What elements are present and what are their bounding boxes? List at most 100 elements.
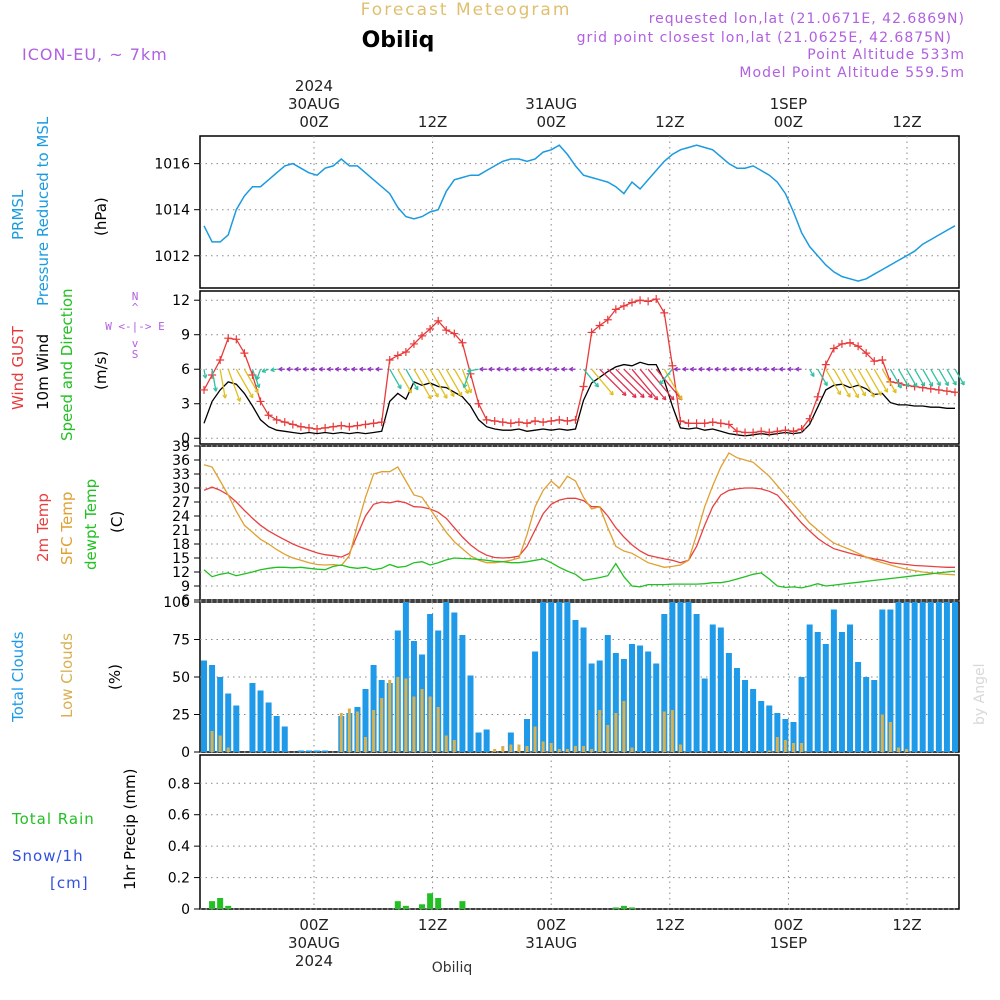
- precip-ytick-label: 0.8: [168, 776, 190, 792]
- low-clouds-bar: [428, 696, 432, 752]
- wind-arrow-head: [443, 394, 448, 399]
- temperature-ytick-label: 24: [172, 509, 190, 525]
- total-clouds-bar: [435, 630, 442, 752]
- gust-marker: [426, 324, 435, 333]
- wind-direction-arrow: [639, 368, 667, 401]
- gust-marker: [200, 385, 208, 394]
- wind-arrow-head: [944, 381, 949, 387]
- gust-marker: [264, 411, 273, 420]
- wind-arrow-head: [334, 366, 340, 372]
- low-clouds-bar: [364, 737, 368, 752]
- top-time-label: 12Z: [655, 113, 684, 131]
- total-clouds-bar: [233, 705, 240, 752]
- wind-arrow-head: [450, 392, 455, 398]
- wind-direction-arrow: [841, 368, 859, 399]
- wind-ytick-label: 12: [172, 293, 190, 309]
- temperature-ytick-label: 30: [172, 481, 190, 497]
- sfc-temp-series-line: [203, 452, 956, 576]
- temperature-ytick-label: 6: [181, 593, 190, 609]
- low-clouds-bar: [670, 710, 674, 752]
- total-clouds-bar: [427, 614, 434, 752]
- total-clouds-bar: [725, 653, 732, 752]
- wind-arrow-head: [467, 388, 473, 394]
- low-clouds-bar: [355, 711, 359, 752]
- gust-marker: [531, 416, 540, 425]
- gust-marker: [595, 321, 604, 330]
- total-clouds-bar: [847, 624, 854, 752]
- wind-direction-arrow: [211, 369, 217, 392]
- rain-bar: [620, 905, 627, 909]
- temperature-frame: [199, 445, 960, 601]
- wind-direction-arrow: [889, 368, 902, 389]
- wind-arrow-head: [883, 388, 889, 393]
- low-clouds-bar: [452, 740, 456, 752]
- wind-ytick-label: 0: [181, 431, 190, 447]
- pressure-ytick-label: 1012: [154, 249, 190, 265]
- total-clouds-bar: [507, 732, 514, 752]
- temperature-ytick-label: 12: [172, 565, 190, 581]
- low-clouds-bar: [791, 743, 795, 752]
- wind-direction-arrow: [663, 368, 683, 400]
- gust-marker: [571, 415, 580, 424]
- gust-marker: [539, 418, 548, 427]
- gust-marker: [506, 419, 515, 428]
- total-clouds-bar: [370, 665, 377, 752]
- total-clouds-bar: [305, 750, 312, 752]
- pressure-label-long: Pressure Reduced to MSL: [34, 116, 52, 306]
- gust-marker: [700, 419, 709, 428]
- wind-arrow-head: [904, 382, 910, 388]
- gust-marker: [813, 392, 822, 401]
- clouds-panel: 0 25 50 75 100: [163, 595, 960, 761]
- wind-direction-arrow: [405, 368, 419, 391]
- wind-direction-label: Speed and Direction: [58, 288, 76, 441]
- total-clouds-bar: [782, 719, 789, 752]
- total-clouds-bar: [637, 645, 644, 752]
- pressure-series-line: [203, 144, 956, 282]
- compass-we: W <-|-> E: [105, 320, 165, 333]
- wind-direction-arrow: [413, 368, 432, 400]
- wind-arrow-head: [255, 375, 261, 381]
- temperature-ytick-label: 15: [172, 551, 190, 567]
- wind-arrow-head: [434, 393, 439, 398]
- wind-direction-arrow: [437, 368, 455, 397]
- gust-marker: [741, 428, 750, 437]
- total-clouds-bar: [814, 632, 821, 752]
- top-time-label: 00Z: [774, 113, 803, 131]
- wind-arrow-head: [787, 366, 792, 372]
- wind-direction-arrow: [857, 368, 875, 398]
- wind-direction-arrow: [445, 368, 463, 397]
- wind-direction-arrow: [954, 368, 965, 386]
- rain-bar: [419, 904, 426, 909]
- gust-marker: [668, 361, 677, 370]
- wind-arrow-head: [714, 366, 719, 372]
- wind-arrow-head: [771, 366, 776, 372]
- wind-arrow-head: [730, 366, 735, 372]
- total-clouds-bar: [806, 624, 813, 752]
- wind-arrow-head: [682, 366, 687, 372]
- wind-direction-arrow: [655, 368, 683, 401]
- low-clouds-bar: [606, 725, 610, 752]
- snow-unit: [cm]: [50, 874, 89, 892]
- wind-arrow-head: [270, 367, 275, 373]
- low-clouds-bar: [767, 750, 771, 752]
- wind-direction-arrow: [421, 368, 439, 398]
- rain-bar: [459, 901, 466, 909]
- wind-direction-arrow: [583, 368, 599, 388]
- wind-arrow-head: [897, 384, 902, 389]
- wind-arrow-head: [427, 394, 432, 400]
- gust-marker: [216, 356, 225, 365]
- wind-arrow-head: [920, 382, 926, 387]
- total-clouds-bar: [297, 750, 304, 752]
- total-clouds-bar: [863, 677, 870, 752]
- wind-arrow-head: [367, 366, 372, 372]
- precip-ytick-label: 0.6: [168, 808, 190, 824]
- panels: 1012101410160369126912151821242730333639…: [154, 135, 965, 918]
- gust-marker: [514, 418, 523, 427]
- wind-arrow-head: [512, 366, 517, 372]
- clouds-unit: (%): [106, 664, 124, 690]
- rain-bar: [612, 907, 619, 909]
- wind-direction-arrow: [817, 368, 828, 386]
- total-clouds-bar: [273, 716, 280, 752]
- wind-arrow-head: [653, 395, 659, 401]
